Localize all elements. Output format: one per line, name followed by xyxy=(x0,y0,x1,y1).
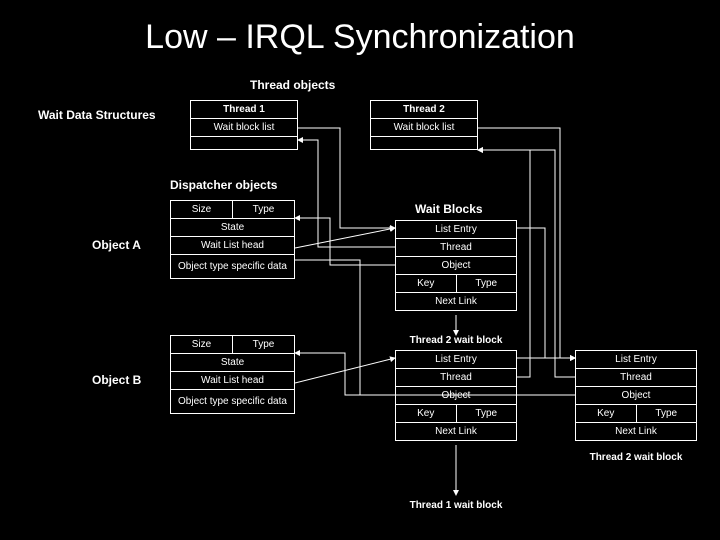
wait-data-structures-label: Wait Data Structures xyxy=(38,108,156,122)
disp-b-size: Size xyxy=(171,336,233,353)
dispatcher-objects-label: Dispatcher objects xyxy=(170,178,277,192)
wb-t2a-type: Type xyxy=(457,405,517,422)
thread1-waitblocklist: Wait block list xyxy=(191,119,297,137)
wb-main-nextlink: Next Link xyxy=(396,293,516,310)
page-title: Low – IRQL Synchronization xyxy=(0,0,720,57)
wb-main-thread: Thread xyxy=(396,239,516,257)
wb-t2b-listentry: List Entry xyxy=(576,351,696,369)
thread-objects-label: Thread objects xyxy=(250,78,335,92)
wb-t2b-object: Object xyxy=(576,387,696,405)
disp-b-state: State xyxy=(171,354,294,372)
wb-t2a-listentry: List Entry xyxy=(396,351,516,369)
thread1-box: Thread 1 Wait block list xyxy=(190,100,298,150)
thread1-header: Thread 1 xyxy=(191,101,297,119)
disp-b-objspecific: Object type specific data xyxy=(171,390,294,413)
wb-t2b-nextlink: Next Link xyxy=(576,423,696,440)
wb-t2b-thread: Thread xyxy=(576,369,696,387)
wb-t2a-key: Key xyxy=(396,405,457,422)
disp-a-type: Type xyxy=(233,201,294,218)
thread1-empty xyxy=(191,137,297,149)
disp-a-waitlisthead: Wait List head xyxy=(171,237,294,255)
disp-b-waitlisthead: Wait List head xyxy=(171,372,294,390)
disp-b-type: Type xyxy=(233,336,294,353)
waitblock-main-box: List Entry Thread Object Key Type Next L… xyxy=(395,220,517,311)
thread2-waitblock-b-label: Thread 2 wait block xyxy=(578,452,694,463)
wb-t2b-type: Type xyxy=(637,405,697,422)
wb-t2b-key: Key xyxy=(576,405,637,422)
disp-a-state: State xyxy=(171,219,294,237)
thread2-box: Thread 2 Wait block list xyxy=(370,100,478,150)
wb-t2a-thread: Thread xyxy=(396,369,516,387)
disp-a-objspecific: Object type specific data xyxy=(171,255,294,278)
wb-main-object: Object xyxy=(396,257,516,275)
wb-main-type: Type xyxy=(457,275,517,292)
waitblock-t2a-box: List Entry Thread Object Key Type Next L… xyxy=(395,350,517,441)
wb-t2a-object: Object xyxy=(396,387,516,405)
wb-main-listentry: List Entry xyxy=(396,221,516,239)
object-a-label: Object A xyxy=(92,238,141,252)
waitblock-t2b-box: List Entry Thread Object Key Type Next L… xyxy=(575,350,697,441)
thread2-waitblock-a-label: Thread 2 wait block xyxy=(398,335,514,346)
wb-t2a-nextlink: Next Link xyxy=(396,423,516,440)
thread2-waitblocklist: Wait block list xyxy=(371,119,477,137)
wait-blocks-label: Wait Blocks xyxy=(415,202,483,216)
wb-main-key: Key xyxy=(396,275,457,292)
thread2-header: Thread 2 xyxy=(371,101,477,119)
thread2-empty xyxy=(371,137,477,149)
disp-a-size: Size xyxy=(171,201,233,218)
thread1-waitblock-label: Thread 1 wait block xyxy=(398,500,514,511)
dispatcher-a-box: Size Type State Wait List head Object ty… xyxy=(170,200,295,279)
object-b-label: Object B xyxy=(92,373,141,387)
dispatcher-b-box: Size Type State Wait List head Object ty… xyxy=(170,335,295,414)
